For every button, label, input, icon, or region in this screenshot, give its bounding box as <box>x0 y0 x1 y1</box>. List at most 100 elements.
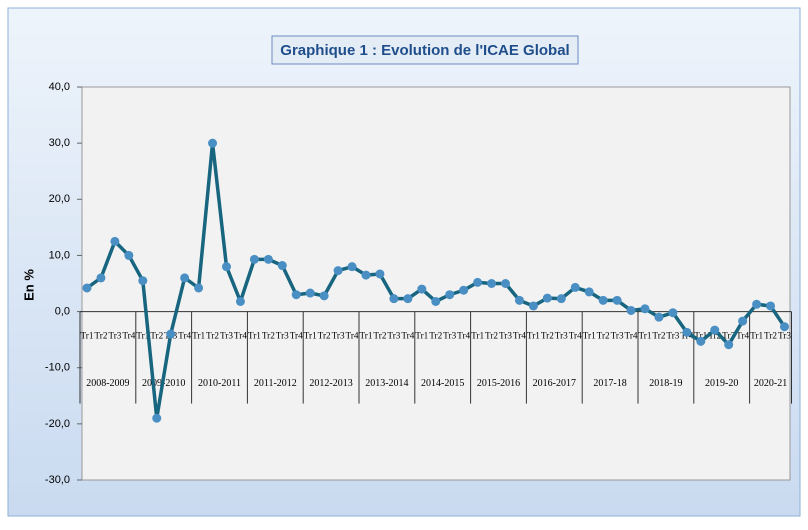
point <box>194 283 204 293</box>
point <box>696 336 706 346</box>
x-tick-label: Tr1 <box>583 331 596 341</box>
x-tick-label: Tr1 <box>136 331 149 341</box>
x-tick-label: Tr4 <box>290 331 304 341</box>
x-tick-label: Tr3 <box>276 331 290 341</box>
group-label: 2010-2011 <box>198 378 241 389</box>
point <box>710 325 720 335</box>
point <box>263 254 273 264</box>
group-label: 2014-2015 <box>421 378 464 389</box>
point <box>361 270 371 280</box>
point <box>82 283 92 293</box>
x-tick-label: Tr4 <box>569 331 583 341</box>
x-tick-label: Tr3 <box>611 331 625 341</box>
point <box>389 294 399 304</box>
x-tick-label: Tr2 <box>373 331 386 341</box>
x-tick-label: Tr1 <box>81 331 94 341</box>
x-tick-label: Tr2 <box>485 331 498 341</box>
x-tick-label: Tr4 <box>457 331 471 341</box>
x-tick-label: Tr1 <box>694 331 707 341</box>
x-tick-label: Tr3 <box>220 331 234 341</box>
point <box>738 316 748 326</box>
y-tick-label: -30,0 <box>45 474 70 486</box>
x-tick-label: Tr3 <box>722 331 736 341</box>
point <box>124 250 134 260</box>
x-tick-label: Tr3 <box>332 331 346 341</box>
group-label: 2018-19 <box>649 378 682 389</box>
x-tick-label: Tr4 <box>625 331 639 341</box>
x-tick-label: Tr2 <box>764 331 777 341</box>
point <box>431 296 441 306</box>
y-tick-label: -20,0 <box>45 418 70 430</box>
x-tick-label: Tr1 <box>639 331 652 341</box>
point <box>766 301 776 311</box>
group-label: 2012-2013 <box>309 378 352 389</box>
point <box>166 329 176 339</box>
point <box>138 276 148 286</box>
x-tick-label: Tr3 <box>443 331 457 341</box>
x-tick-label: Tr2 <box>262 331 275 341</box>
point <box>598 295 608 305</box>
chart-title: Graphique 1 : Evolution de l'ICAE Global <box>280 42 569 59</box>
x-tick-label: Tr4 <box>513 331 527 341</box>
x-tick-label: Tr1 <box>527 331 540 341</box>
y-tick-label: 30,0 <box>49 137 70 149</box>
x-tick-label: Tr3 <box>387 331 401 341</box>
point <box>584 287 594 297</box>
x-tick-label: Tr3 <box>778 331 792 341</box>
x-tick-label: Tr1 <box>415 331 428 341</box>
x-tick-label: Tr1 <box>304 331 317 341</box>
group-label: 2017-18 <box>593 378 626 389</box>
point <box>222 262 231 272</box>
x-tick-label: Tr2 <box>708 331 721 341</box>
point <box>612 295 622 305</box>
point <box>305 288 315 298</box>
point <box>570 282 580 292</box>
plot-area <box>81 86 791 481</box>
x-tick-label: Tr4 <box>401 331 415 341</box>
x-tick-label: Tr1 <box>192 331 205 341</box>
point <box>319 291 329 301</box>
x-tick-label: Tr4 <box>122 331 136 341</box>
point <box>752 299 762 309</box>
point <box>528 301 538 311</box>
group-label: 2015-2016 <box>477 378 520 389</box>
y-tick-label: 0,0 <box>55 305 70 317</box>
x-tick-label: Tr2 <box>597 331 610 341</box>
group-label: 2019-20 <box>705 378 738 389</box>
y-axis-label: En % <box>21 269 36 301</box>
group-label: 2013-2014 <box>365 378 408 389</box>
point <box>654 312 664 322</box>
x-tick-label: Tr4 <box>178 331 192 341</box>
x-tick-label: Tr3 <box>666 331 680 341</box>
point <box>724 340 734 350</box>
x-tick-label: Tr3 <box>555 331 569 341</box>
x-tick-label: Tr4 <box>736 331 750 341</box>
x-tick-label: Tr2 <box>206 331 219 341</box>
point <box>417 284 427 294</box>
point <box>235 296 245 306</box>
point <box>514 295 524 305</box>
point <box>277 261 287 271</box>
x-tick-label: Tr1 <box>360 331 373 341</box>
point <box>556 294 566 304</box>
x-tick-label: Tr4 <box>234 331 248 341</box>
group-label: 2008-2009 <box>86 378 129 389</box>
x-tick-label: Tr2 <box>150 331 163 341</box>
point <box>626 305 636 315</box>
y-tick-label: 20,0 <box>49 193 70 205</box>
point <box>403 294 413 304</box>
point <box>445 290 455 300</box>
x-tick-label: Tr1 <box>471 331 484 341</box>
point <box>459 285 469 295</box>
point <box>333 266 343 276</box>
point <box>487 279 497 288</box>
point <box>347 262 357 272</box>
point <box>668 308 678 318</box>
point <box>208 138 218 148</box>
x-tick-label: Tr2 <box>541 331 554 341</box>
x-tick-label: Tr1 <box>750 331 763 341</box>
point <box>110 236 120 246</box>
x-tick-label: Tr2 <box>652 331 665 341</box>
x-tick-label: Tr2 <box>429 331 442 341</box>
